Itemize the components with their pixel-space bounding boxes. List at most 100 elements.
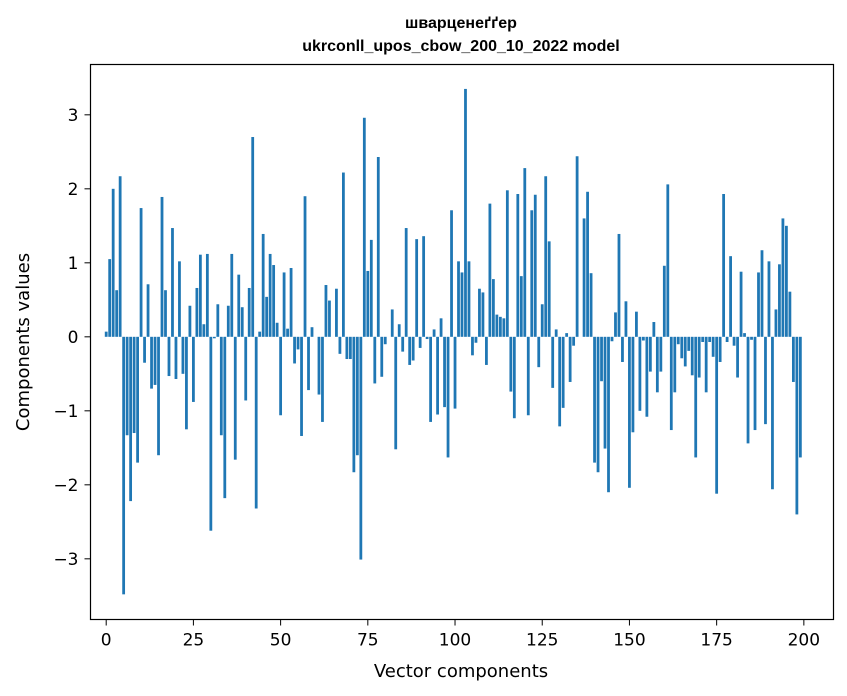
bar [718, 336, 722, 362]
bar [561, 336, 565, 408]
bar [132, 336, 136, 434]
bar [635, 311, 638, 337]
bar [275, 322, 279, 337]
bar [216, 304, 220, 337]
bar [198, 254, 202, 337]
bar [136, 336, 139, 463]
bar [676, 336, 680, 345]
bar [345, 336, 349, 360]
bar [122, 336, 126, 595]
bar [795, 336, 799, 515]
bar [502, 318, 506, 337]
bar [352, 336, 356, 473]
bar [244, 336, 248, 401]
bar [143, 336, 146, 363]
bar [202, 324, 206, 337]
x-tick-label: 50 [270, 631, 292, 651]
bar [446, 336, 450, 458]
bar [621, 336, 624, 362]
bar [450, 210, 453, 337]
bar [160, 196, 164, 337]
bar [554, 329, 558, 337]
x-tick-label: 75 [357, 631, 379, 651]
bar [111, 188, 115, 337]
bar [167, 336, 171, 377]
bar [753, 336, 757, 431]
bar [300, 336, 303, 436]
bar [104, 331, 108, 337]
bar [725, 336, 729, 342]
bar [537, 336, 541, 368]
bar [261, 233, 265, 337]
bar [258, 331, 262, 337]
bar [694, 336, 698, 458]
bar [129, 336, 133, 502]
bar [282, 272, 286, 337]
bar [247, 287, 251, 337]
bar [607, 336, 610, 493]
bar [680, 336, 684, 359]
bar [505, 190, 509, 337]
bar [603, 336, 607, 449]
bar [342, 172, 345, 337]
bar [188, 305, 192, 337]
bar [593, 336, 596, 463]
x-axis-ticks: 0 25 50 75 100 125 150 175 200 [101, 619, 820, 651]
bar [443, 336, 446, 408]
bar [226, 305, 230, 337]
bar [174, 336, 178, 379]
bar [512, 336, 516, 419]
y-tick-label: 1 [68, 254, 79, 274]
bar [429, 336, 432, 422]
x-axis-label: Vector components [374, 661, 548, 682]
bar [219, 336, 223, 436]
chart-title: шварценеґґер [405, 15, 517, 32]
bar [415, 239, 419, 337]
bar [383, 336, 387, 345]
bars-group [104, 88, 802, 595]
bar [178, 261, 181, 337]
bar [181, 336, 185, 374]
bar [335, 288, 338, 337]
bar [631, 336, 635, 433]
bar [523, 168, 527, 337]
bar [471, 336, 474, 356]
bar [547, 241, 551, 337]
bar [460, 272, 464, 337]
bar [701, 336, 705, 342]
y-axis-label: Components values [13, 253, 34, 431]
bar [568, 336, 572, 382]
bar [781, 218, 785, 337]
bar [321, 336, 324, 422]
bar [638, 336, 642, 411]
bar [192, 336, 195, 402]
bar [673, 336, 677, 393]
x-tick-label: 100 [439, 631, 471, 651]
bar [596, 336, 600, 473]
bar [526, 336, 530, 416]
bar [729, 256, 732, 337]
bar [774, 309, 778, 337]
bar [223, 336, 227, 499]
bar [279, 336, 283, 416]
bar [185, 336, 188, 430]
y-tick-label: −3 [53, 550, 78, 570]
bar [582, 218, 586, 337]
bar [485, 336, 488, 365]
bar [380, 336, 384, 377]
plot-frame [89, 63, 835, 621]
bar [265, 296, 269, 337]
bar [715, 336, 719, 494]
y-axis-ticks: −3 −2 −1 0 1 2 3 [53, 106, 91, 570]
bar [254, 336, 258, 509]
bar [659, 336, 663, 372]
bar [488, 203, 492, 337]
bar [296, 336, 300, 350]
bar [746, 336, 750, 444]
bar [237, 274, 241, 337]
bar [687, 336, 691, 351]
bar [212, 336, 216, 339]
bar [108, 259, 112, 337]
bar [760, 250, 764, 337]
